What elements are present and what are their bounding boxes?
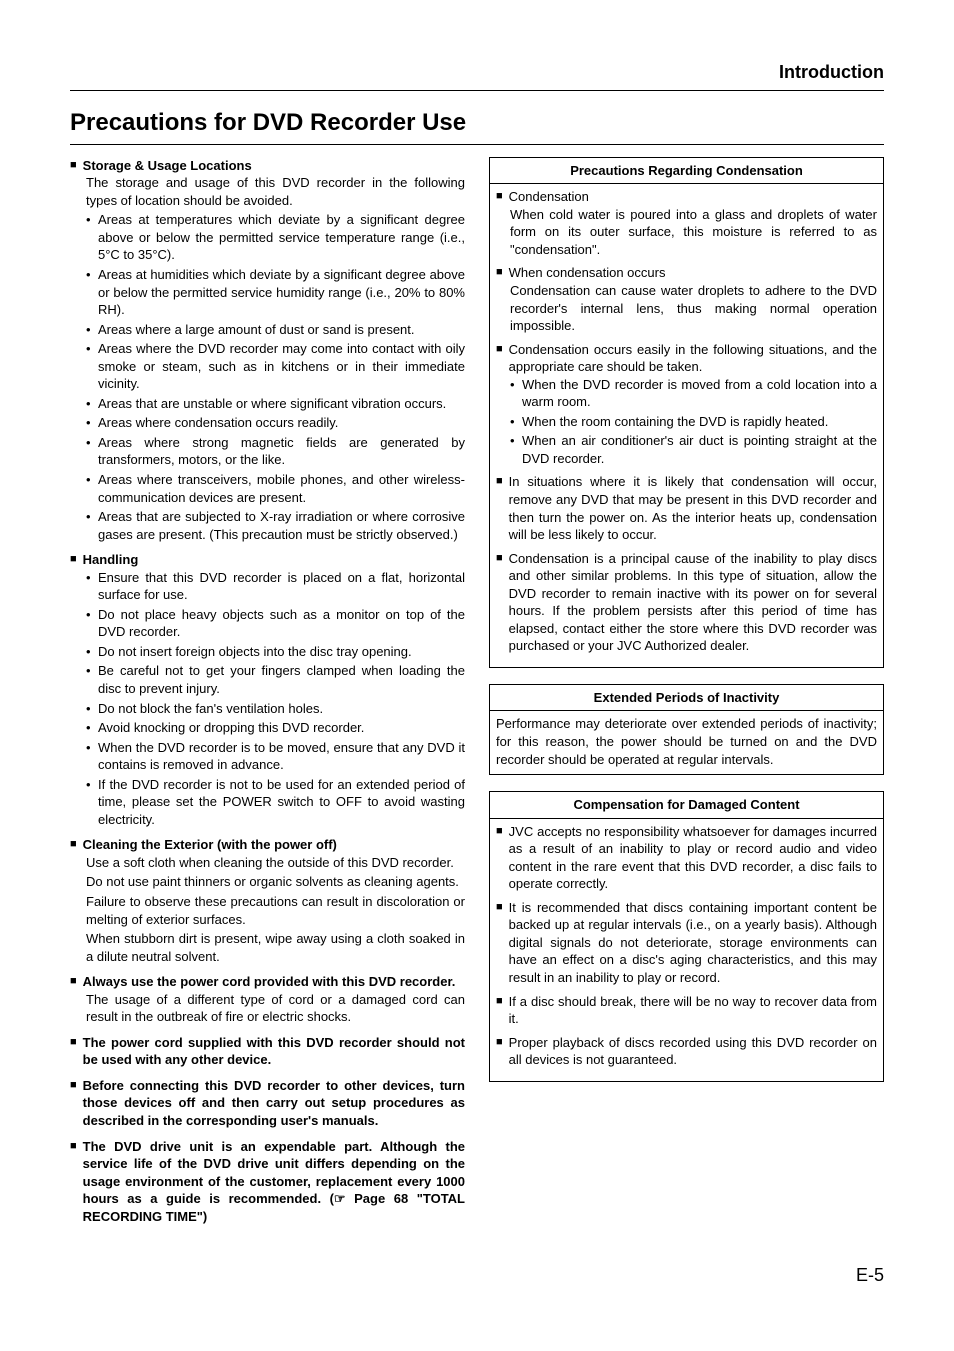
square-bullet-icon: ■: [496, 550, 503, 567]
cond-s1-para: When cold water is poured into a glass a…: [510, 206, 877, 259]
content-columns: ■ Storage & Usage Locations The storage …: [70, 157, 884, 1234]
square-bullet-icon: ■: [70, 1077, 77, 1094]
square-bullet-icon: ■: [496, 1034, 503, 1051]
list-item: Do not block the fan's ventilation holes…: [86, 700, 465, 718]
title-rule: [70, 144, 884, 145]
storage-intro: The storage and usage of this DVD record…: [86, 174, 465, 209]
inactivity-box-title: Extended Periods of Inactivity: [490, 685, 883, 712]
left-column: ■ Storage & Usage Locations The storage …: [70, 157, 465, 1234]
square-bullet-icon: ■: [70, 1138, 77, 1155]
square-bullet-icon: ■: [496, 473, 503, 490]
supplied-title: The power cord supplied with this DVD re…: [83, 1034, 465, 1069]
page-title: Precautions for DVD Recorder Use: [70, 107, 884, 139]
list-item: Areas where a large amount of dust or sa…: [86, 321, 465, 339]
cleaning-title: Cleaning the Exterior (with the power of…: [83, 836, 337, 854]
list-item: When the room containing the DVD is rapi…: [510, 413, 877, 431]
right-column: Precautions Regarding Condensation ■ Con…: [489, 157, 884, 1234]
list-item: Do not insert foreign objects into the d…: [86, 643, 465, 661]
square-bullet-icon: ■: [496, 264, 503, 281]
list-item: Be careful not to get your fingers clamp…: [86, 662, 465, 697]
list-item: Avoid knocking or dropping this DVD reco…: [86, 719, 465, 737]
drive-block: ■ The DVD drive unit is an expendable pa…: [70, 1138, 465, 1226]
storage-list: Areas at temperatures which deviate by a…: [86, 211, 465, 543]
list-item: Areas at temperatures which deviate by a…: [86, 211, 465, 264]
comp-item: JVC accepts no responsibility whatsoever…: [509, 823, 877, 893]
page-number: E-5: [70, 1263, 884, 1287]
handling-list: Ensure that this DVD recorder is placed …: [86, 569, 465, 829]
cond-s5-text: Condensation is a principal cause of the…: [509, 550, 877, 655]
condensation-box: Precautions Regarding Condensation ■ Con…: [489, 157, 884, 668]
square-bullet-icon: ■: [496, 823, 503, 840]
square-bullet-icon: ■: [496, 188, 503, 205]
cleaning-para: When stubborn dirt is present, wipe away…: [86, 930, 465, 965]
powercord-title: Always use the power cord provided with …: [83, 973, 456, 991]
list-item: When an air conditioner's air duct is po…: [510, 432, 877, 467]
section-header: Introduction: [70, 60, 884, 84]
list-item: When the DVD recorder is moved from a co…: [510, 376, 877, 411]
list-item: Areas where transceivers, mobile phones,…: [86, 471, 465, 506]
connecting-block: ■ Before connecting this DVD recorder to…: [70, 1077, 465, 1130]
square-bullet-icon: ■: [70, 1034, 77, 1051]
cond-s3-list: When the DVD recorder is moved from a co…: [510, 376, 877, 468]
square-bullet-icon: ■: [496, 993, 503, 1010]
square-bullet-icon: ■: [70, 973, 77, 990]
list-item: When the DVD recorder is to be moved, en…: [86, 739, 465, 774]
comp-item: If a disc should break, there will be no…: [509, 993, 877, 1028]
list-item: Areas that are subjected to X-ray irradi…: [86, 508, 465, 543]
handling-title: Handling: [83, 551, 139, 569]
list-item: Ensure that this DVD recorder is placed …: [86, 569, 465, 604]
list-item: Areas that are unstable or where signifi…: [86, 395, 465, 413]
square-bullet-icon: ■: [496, 899, 503, 916]
square-bullet-icon: ■: [70, 836, 77, 853]
supplied-block: ■ The power cord supplied with this DVD …: [70, 1034, 465, 1069]
list-item: Areas at humidities which deviate by a s…: [86, 266, 465, 319]
comp-item: It is recommended that discs containing …: [509, 899, 877, 987]
square-bullet-icon: ■: [70, 551, 77, 568]
square-bullet-icon: ■: [70, 157, 77, 174]
square-bullet-icon: ■: [496, 341, 503, 358]
storage-title: Storage & Usage Locations: [83, 157, 252, 175]
cond-s3-title: Condensation occurs easily in the follow…: [509, 341, 877, 376]
cond-s4-text: In situations where it is likely that co…: [509, 473, 877, 543]
cleaning-para: Failure to observe these precautions can…: [86, 893, 465, 928]
list-item: Areas where condensation occurs readily.: [86, 414, 465, 432]
cond-s2-title: When condensation occurs: [509, 264, 666, 282]
list-item: Do not place heavy objects such as a mon…: [86, 606, 465, 641]
storage-block: ■ Storage & Usage Locations The storage …: [70, 157, 465, 543]
comp-item: Proper playback of discs recorded using …: [509, 1034, 877, 1069]
compensation-box: Compensation for Damaged Content ■ JVC a…: [489, 791, 884, 1082]
drive-title: The DVD drive unit is an expendable part…: [83, 1138, 465, 1226]
cond-s1-title: Condensation: [509, 188, 589, 206]
inactivity-box: Extended Periods of Inactivity Performan…: [489, 684, 884, 775]
list-item: Areas where strong magnetic fields are g…: [86, 434, 465, 469]
header-rule: [70, 90, 884, 91]
cond-s2-para: Condensation can cause water droplets to…: [510, 282, 877, 335]
condensation-box-title: Precautions Regarding Condensation: [490, 158, 883, 185]
cleaning-para: Do not use paint thinners or organic sol…: [86, 873, 465, 891]
powercord-para: The usage of a different type of cord or…: [86, 991, 465, 1026]
handling-block: ■ Handling Ensure that this DVD recorder…: [70, 551, 465, 828]
cleaning-block: ■ Cleaning the Exterior (with the power …: [70, 836, 465, 965]
list-item: Areas where the DVD recorder may come in…: [86, 340, 465, 393]
compensation-box-title: Compensation for Damaged Content: [490, 792, 883, 819]
cleaning-para: Use a soft cloth when cleaning the outsi…: [86, 854, 465, 872]
list-item: If the DVD recorder is not to be used fo…: [86, 776, 465, 829]
connecting-title: Before connecting this DVD recorder to o…: [83, 1077, 465, 1130]
inactivity-para: Performance may deteriorate over extende…: [490, 711, 883, 774]
powercord-block: ■ Always use the power cord provided wit…: [70, 973, 465, 1026]
